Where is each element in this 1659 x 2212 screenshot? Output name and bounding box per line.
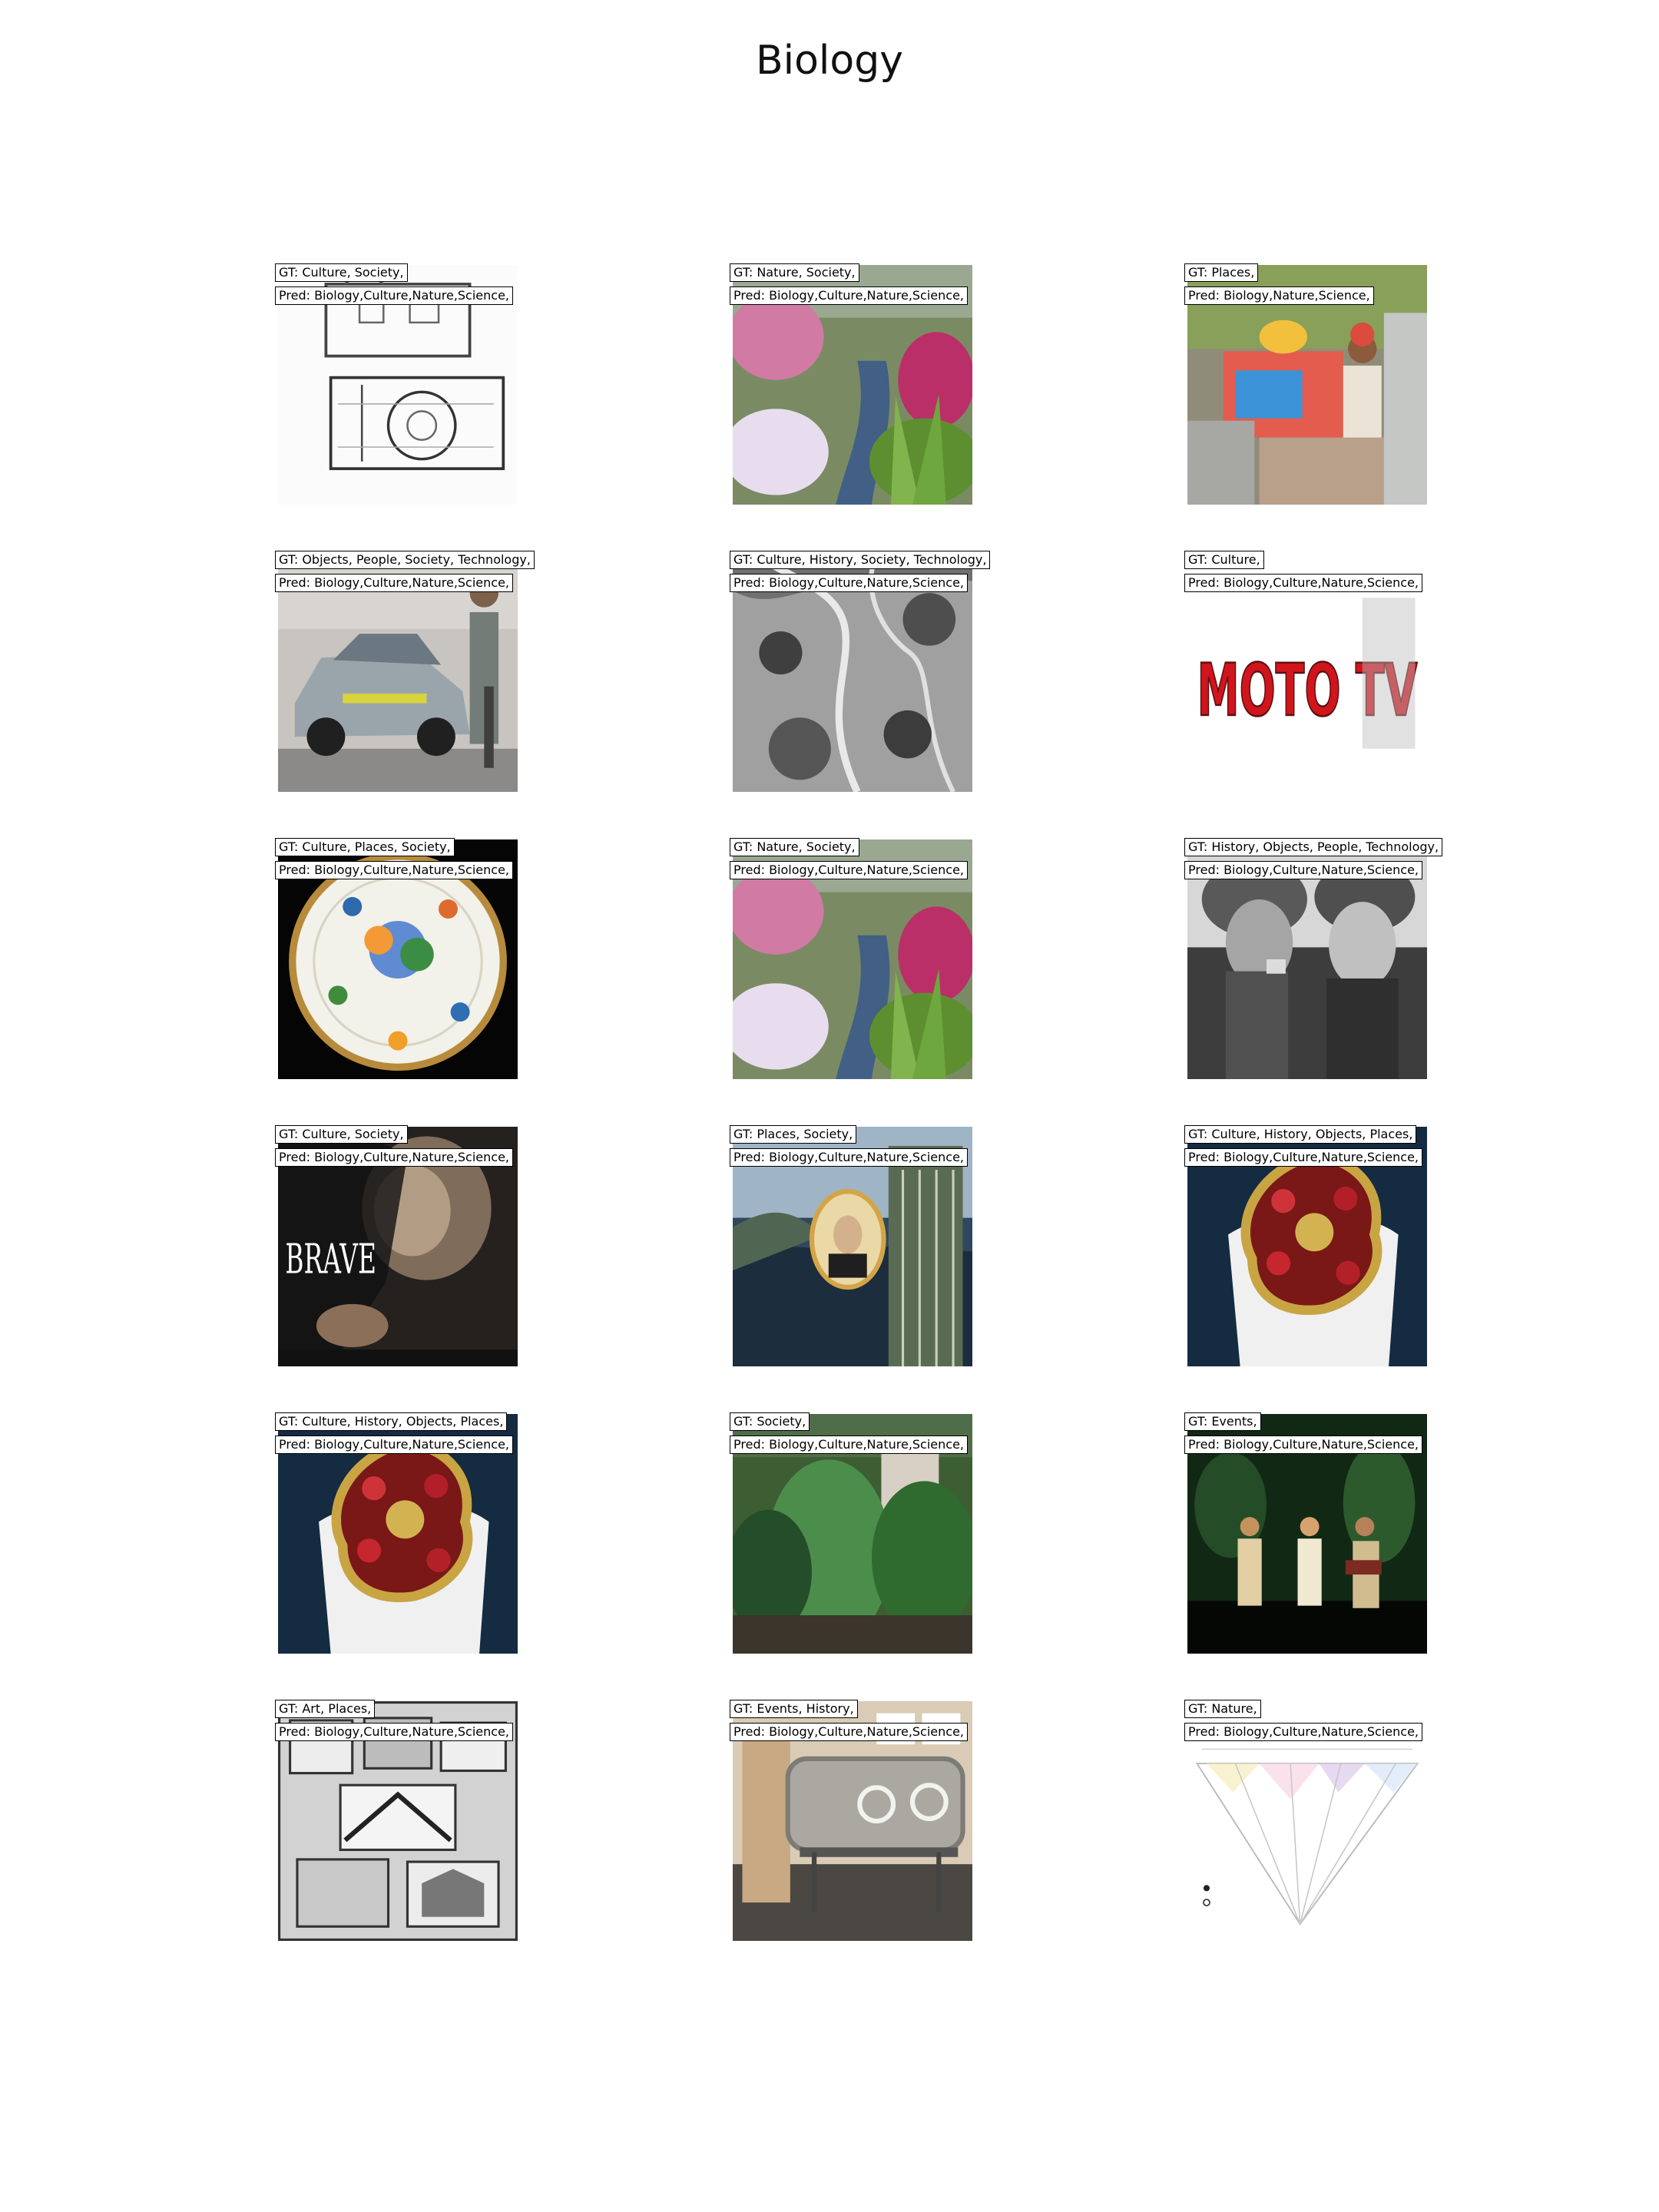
prediction-label: Pred: Biology,Culture,Nature,Science, <box>730 1148 968 1167</box>
prediction-label: Pred: Biology,Culture,Nature,Science, <box>730 574 968 592</box>
ground-truth-label: GT: Culture, History, Society, Technolog… <box>730 551 990 569</box>
grid-tile: MOTO TV GT: Culture, Pred: Biology,Cultu… <box>1184 552 1427 795</box>
grid-tile: GT: Art, Places, Pred: Biology,Culture,N… <box>275 1701 518 1944</box>
ground-truth-label: GT: Places, Society, <box>730 1125 856 1144</box>
prediction-label: Pred: Biology,Culture,Nature,Science, <box>730 1435 968 1454</box>
grid-tile: GT: Culture, History, Objects, Places, P… <box>1184 1127 1427 1369</box>
ground-truth-label: GT: Objects, People, Society, Technology… <box>275 551 535 569</box>
page-title: Biology <box>0 34 1659 88</box>
prediction-label: Pred: Biology,Culture,Nature,Science, <box>275 1435 513 1454</box>
image-grid: GT: Culture, Society, Pred: Biology,Cult… <box>275 265 1442 1955</box>
prediction-label: Pred: Biology,Nature,Science, <box>1184 286 1374 305</box>
ground-truth-label: GT: Culture, <box>1184 551 1264 569</box>
prediction-label: Pred: Biology,Culture,Nature,Science, <box>730 286 968 305</box>
prediction-label: Pred: Biology,Culture,Nature,Science, <box>275 286 513 305</box>
ground-truth-label: GT: Society, <box>730 1412 810 1431</box>
ground-truth-label: GT: Culture, Places, Society, <box>275 838 455 856</box>
grid-tile: GT: Culture, History, Society, Technolog… <box>730 552 972 795</box>
prediction-label: Pred: Biology,Culture,Nature,Science, <box>1184 574 1422 592</box>
grid-tile: GT: Culture, History, Objects, Places, P… <box>275 1414 518 1657</box>
ground-truth-label: GT: Art, Places, <box>275 1700 375 1718</box>
ground-truth-label: GT: Culture, Society, <box>275 263 408 282</box>
grid-tile: GT: Objects, People, Society, Technology… <box>275 552 518 795</box>
prediction-label: Pred: Biology,Culture,Nature,Science, <box>275 861 513 879</box>
ground-truth-label: GT: Events, History, <box>730 1700 858 1718</box>
prediction-label: Pred: Biology,Culture,Nature,Science, <box>730 861 968 879</box>
ground-truth-label: GT: Events, <box>1184 1412 1261 1431</box>
grid-tile: GT: Nature, Society, Pred: Biology,Cultu… <box>730 265 972 508</box>
ground-truth-label: GT: Nature, Society, <box>730 263 859 282</box>
grid-tile: GT: Events, Pred: Biology,Culture,Nature… <box>1184 1414 1427 1657</box>
prediction-label: Pred: Biology,Culture,Nature,Science, <box>275 1148 513 1167</box>
prediction-label: Pred: Biology,Culture,Nature,Science, <box>1184 1148 1422 1167</box>
brave-poster-text: BRAVE <box>285 1235 376 1283</box>
ground-truth-label: GT: Culture, History, Objects, Places, <box>275 1412 507 1431</box>
grid-tile: GT: Nature, Society, Pred: Biology,Cultu… <box>730 839 972 1082</box>
grid-tile: GT: Places, Society, Pred: Biology,Cultu… <box>730 1127 972 1369</box>
ground-truth-label: GT: History, Objects, People, Technology… <box>1184 838 1442 856</box>
prediction-label: Pred: Biology,Culture,Nature,Science, <box>275 574 513 592</box>
grid-tile: GT: Events, History, Pred: Biology,Cultu… <box>730 1701 972 1944</box>
grid-tile: GT: Nature, Pred: Biology,Culture,Nature… <box>1184 1701 1427 1944</box>
grid-tile: GT: Culture, Places, Society, Pred: Biol… <box>275 839 518 1082</box>
ground-truth-label: GT: Nature, Society, <box>730 838 859 856</box>
ground-truth-label: GT: Nature, <box>1184 1700 1261 1718</box>
ground-truth-label: GT: Culture, Society, <box>275 1125 408 1144</box>
grid-tile: GT: History, Objects, People, Technology… <box>1184 839 1427 1082</box>
grid-tile: GT: Culture, Society, Pred: Biology,Cult… <box>275 265 518 508</box>
prediction-label: Pred: Biology,Culture,Nature,Science, <box>275 1723 513 1741</box>
ground-truth-label: GT: Places, <box>1184 263 1258 282</box>
prediction-label: Pred: Biology,Culture,Nature,Science, <box>730 1723 968 1741</box>
prediction-label: Pred: Biology,Culture,Nature,Science, <box>1184 1723 1422 1741</box>
grid-tile: BRAVE GT: Culture, Society, Pred: Biolog… <box>275 1127 518 1369</box>
ground-truth-label: GT: Culture, History, Objects, Places, <box>1184 1125 1416 1144</box>
grid-tile: GT: Society, Pred: Biology,Culture,Natur… <box>730 1414 972 1657</box>
prediction-label: Pred: Biology,Culture,Nature,Science, <box>1184 861 1422 879</box>
grid-tile: GT: Places, Pred: Biology,Nature,Science… <box>1184 265 1427 508</box>
prediction-label: Pred: Biology,Culture,Nature,Science, <box>1184 1435 1422 1454</box>
